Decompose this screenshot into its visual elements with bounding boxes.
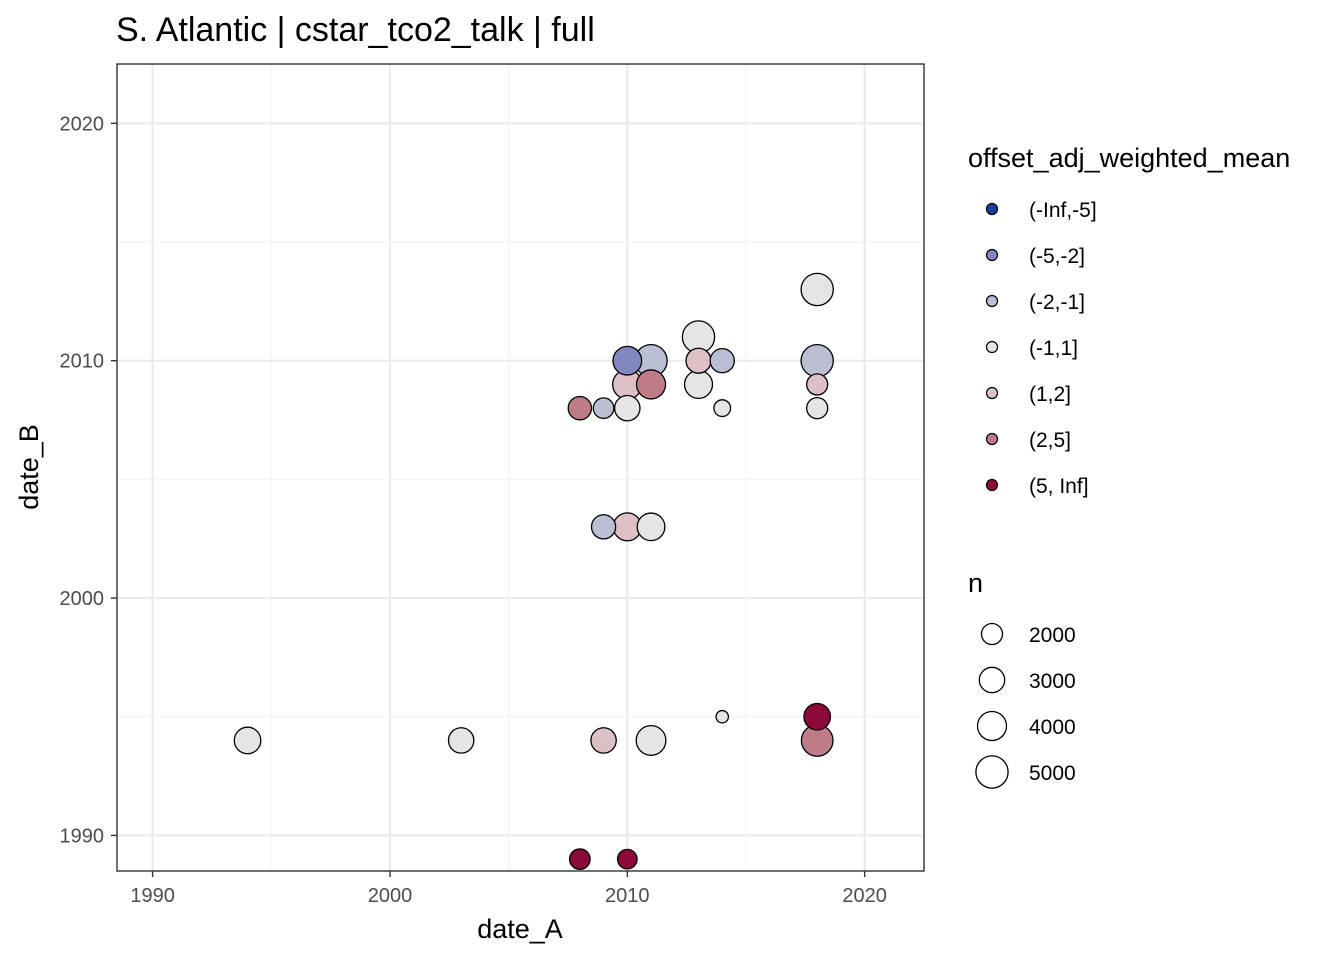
size-legend-key: [980, 622, 1004, 646]
color-legend-label: (1,2]: [1029, 383, 1071, 406]
data-point: [635, 369, 667, 400]
y-tick-label: 2020: [60, 113, 105, 135]
grid: [117, 64, 924, 871]
color-legend-key: [985, 432, 999, 446]
data-point: [612, 345, 643, 376]
y-tick-label: 2010: [60, 351, 105, 373]
data-point: [447, 727, 475, 754]
data-point: [683, 369, 714, 400]
data-point: [806, 373, 829, 396]
color-legend-label: (2,5]: [1029, 429, 1071, 452]
color-legend-label: (-1,1]: [1029, 337, 1078, 360]
x-axis-title: date_A: [477, 914, 563, 944]
color-legend-key: [985, 248, 999, 262]
color-legend-items: (-Inf,-5] (-5,-2] (-2,-1] (-1,1] (1,2] (2,5] (…: [985, 199, 1097, 498]
color-legend-key: [985, 478, 999, 492]
size-legend-label: 3000: [1029, 670, 1076, 693]
data-point: [636, 512, 666, 542]
data-point: [233, 726, 262, 755]
data-point: [568, 848, 591, 871]
size-legend-key: [978, 666, 1006, 694]
x-tick-label: 2010: [605, 885, 650, 907]
x-tick-label: 1990: [130, 885, 175, 907]
size-legend-key: [976, 710, 1008, 742]
color-legend-title: offset_adj_weighted_mean: [968, 143, 1290, 173]
data-point: [592, 397, 615, 420]
data-point: [800, 343, 834, 378]
data-point: [590, 727, 617, 754]
data-point: [567, 395, 593, 421]
data-point: [713, 399, 732, 418]
plot-panel-border: [116, 63, 925, 872]
data-point: [800, 272, 834, 307]
data-points: [233, 272, 834, 871]
size-legend-label: 4000: [1029, 716, 1076, 739]
y-axis-title: date_B: [14, 424, 44, 510]
color-legend-label: (-Inf,-5]: [1029, 199, 1097, 222]
size-legend-label: 2000: [1029, 624, 1076, 647]
data-point: [715, 709, 730, 724]
data-point: [635, 724, 667, 756]
data-point: [613, 394, 641, 422]
color-legend-key: [985, 386, 999, 400]
data-point: [590, 514, 617, 540]
data-point: [806, 396, 829, 420]
data-point: [616, 848, 638, 870]
y-axis-ticks: 1990 2000 2010 2020: [60, 113, 117, 847]
size-legend: n 2000 3000 4000 5000: [968, 568, 1076, 789]
x-axis-ticks: 1990 2000 2010 2020: [130, 871, 887, 907]
size-legend-label: 5000: [1029, 762, 1076, 785]
color-legend-key: [985, 294, 999, 308]
x-tick-label: 2000: [368, 885, 413, 907]
color-legend: offset_adj_weighted_mean (-Inf,-5] (-5,-2…: [968, 143, 1290, 498]
x-tick-label: 2020: [842, 885, 887, 907]
size-legend-key: [975, 755, 1009, 789]
y-tick-label: 1990: [60, 825, 105, 847]
chart-title: S. Atlantic | cstar_tco2_talk | full: [116, 11, 595, 49]
data-point: [685, 347, 712, 374]
y-tick-label: 2000: [60, 588, 105, 610]
color-legend-label: (5, Inf]: [1029, 475, 1089, 498]
size-legend-items: 2000 3000 4000 5000: [975, 622, 1076, 789]
color-legend-key: [985, 340, 999, 354]
color-legend-label: (-5,-2]: [1029, 245, 1085, 268]
data-point: [803, 702, 832, 731]
size-legend-title: n: [968, 568, 983, 598]
color-legend-label: (-2,-1]: [1029, 291, 1085, 314]
color-legend-key: [985, 202, 999, 216]
data-point: [709, 347, 735, 374]
